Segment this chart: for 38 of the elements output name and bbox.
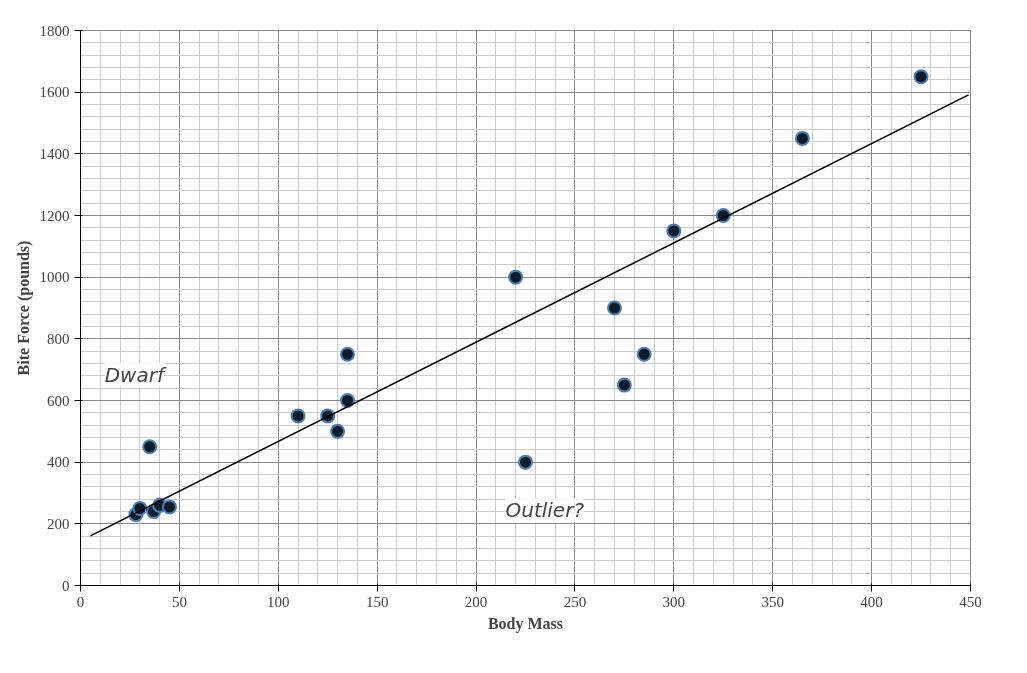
y-tick-label: 1200 (39, 207, 70, 224)
x-axis-title: Body Mass (487, 614, 564, 633)
annotation: Outlier? (505, 498, 585, 523)
x-tick-label: 400 (860, 593, 883, 610)
point (290, 408, 306, 424)
y-tick-label: 1600 (39, 84, 70, 101)
y-tick-label: 1800 (39, 22, 70, 39)
y-tick-label: 1000 (39, 269, 70, 286)
point (162, 499, 177, 515)
y-tick-label: 800 (47, 330, 70, 347)
point (340, 346, 355, 362)
y-tick-label: 1400 (39, 145, 70, 162)
point (616, 377, 632, 393)
y-tick-label: 400 (47, 454, 70, 471)
x-tick-label: 200 (464, 593, 488, 610)
point (794, 130, 810, 146)
x-tick-label: 100 (267, 593, 290, 610)
point (636, 346, 652, 362)
x-tick-label: 250 (563, 593, 587, 610)
x-tick-label: 0 (76, 593, 85, 610)
y-tick-label: 0 (62, 577, 70, 594)
point (518, 454, 533, 470)
x-tick-label: 350 (761, 593, 784, 610)
point (913, 69, 929, 85)
y-tick-label: 600 (47, 392, 70, 409)
point (340, 393, 355, 408)
point (666, 223, 682, 239)
y-axis-title: Bite Force (pounds) (14, 240, 33, 376)
point (508, 269, 524, 285)
x-tick-label: 300 (662, 593, 686, 610)
point (330, 423, 346, 439)
x-tick-label: 50 (171, 593, 187, 610)
point (142, 439, 158, 455)
y-tick-label: 200 (47, 515, 70, 532)
point (607, 300, 622, 316)
annotation: Dwarf (104, 362, 167, 387)
x-tick-label: 150 (365, 593, 389, 610)
x-tick-label: 450 (959, 593, 982, 610)
